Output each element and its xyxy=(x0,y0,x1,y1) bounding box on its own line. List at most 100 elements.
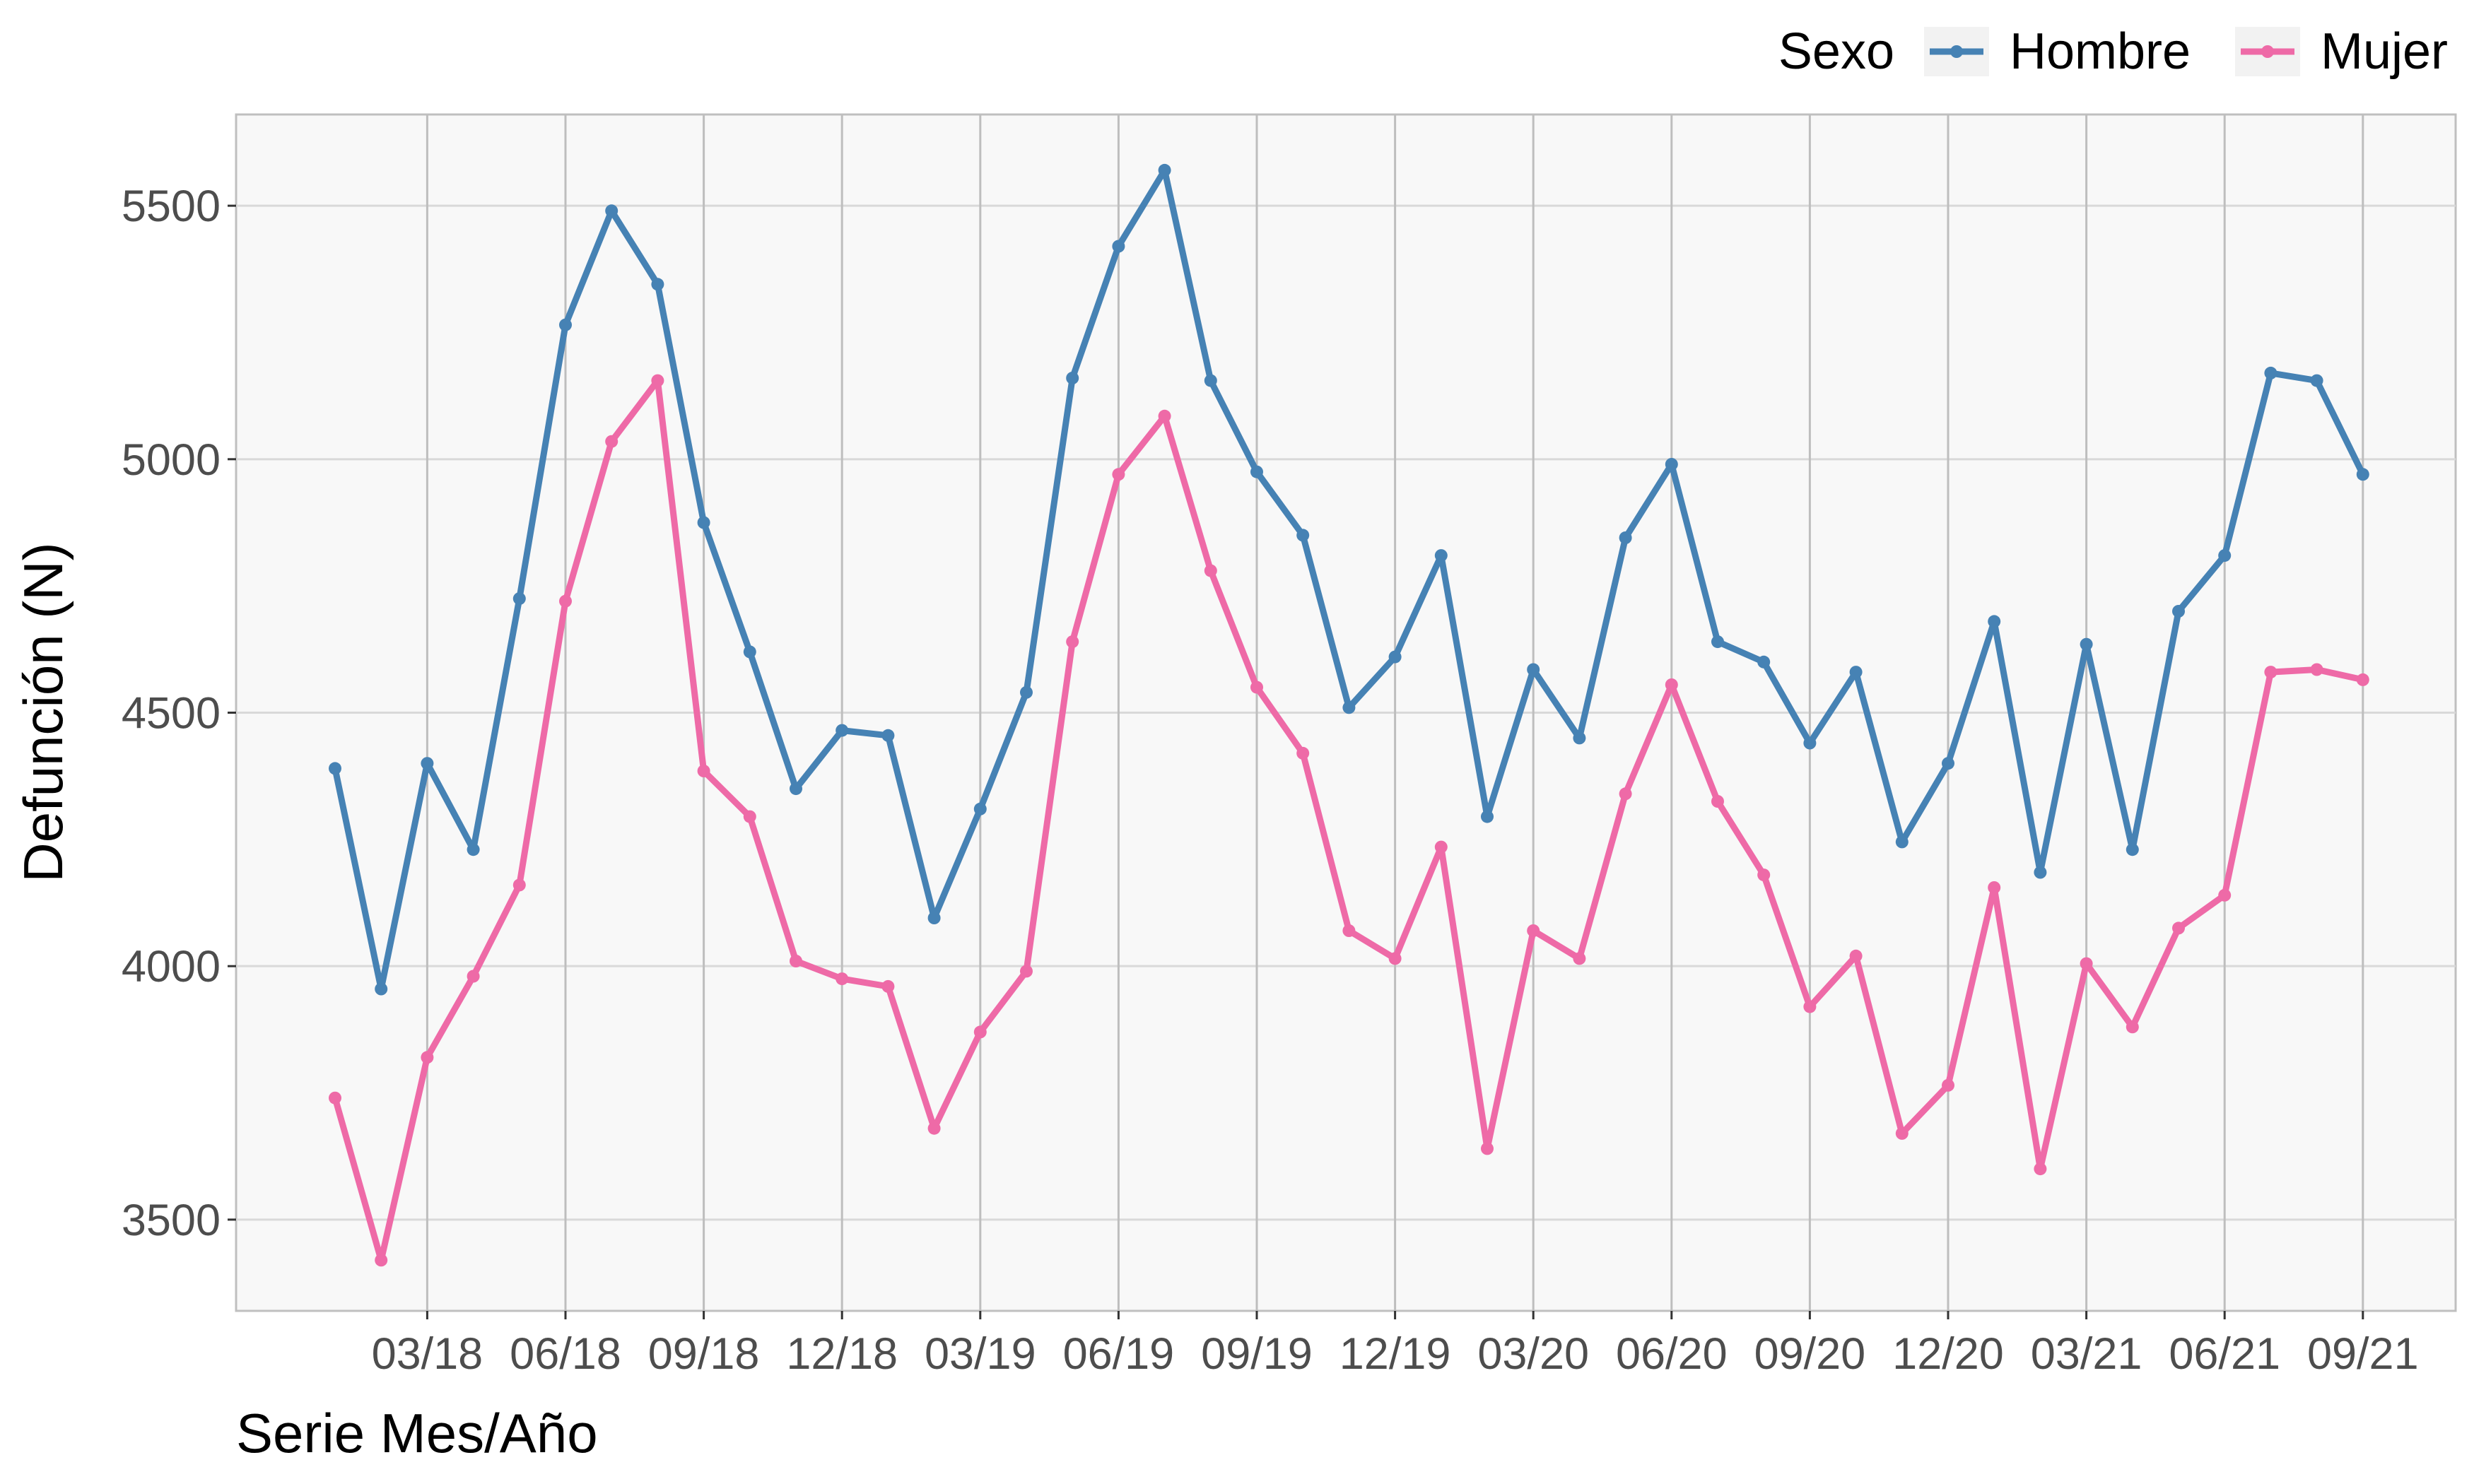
data-point xyxy=(1112,468,1125,481)
series-group xyxy=(329,163,2369,1267)
data-point xyxy=(1527,924,1540,937)
data-point xyxy=(697,765,710,777)
data-point xyxy=(2356,673,2369,686)
x-tick-label: 12/20 xyxy=(1892,1329,2004,1379)
x-tick-label: 09/19 xyxy=(1201,1329,1313,1379)
data-point xyxy=(2310,663,2323,676)
data-point xyxy=(1020,685,1033,699)
x-tick-label: 06/18 xyxy=(510,1329,621,1379)
x-tick-label: 03/18 xyxy=(372,1329,483,1379)
data-point xyxy=(1665,458,1678,471)
data-point xyxy=(743,810,756,823)
data-point xyxy=(2172,605,2185,618)
x-tick-label: 03/21 xyxy=(2031,1329,2142,1379)
data-point xyxy=(1849,666,1863,679)
data-point xyxy=(2264,366,2277,379)
data-point xyxy=(836,724,849,737)
x-tick-label: 12/19 xyxy=(1339,1329,1451,1379)
legend-label: Hombre xyxy=(2010,23,2191,80)
data-point xyxy=(559,318,572,331)
data-point xyxy=(605,435,618,448)
data-point xyxy=(1204,564,1217,577)
data-point xyxy=(329,762,341,775)
y-tick-label: 5000 xyxy=(122,435,221,485)
data-point xyxy=(2218,549,2232,563)
data-point xyxy=(512,878,526,892)
data-point xyxy=(743,645,756,659)
x-tick-label: 12/18 xyxy=(786,1329,898,1379)
data-point xyxy=(1296,529,1310,542)
y-tick-label: 3500 xyxy=(122,1196,221,1245)
legend-title: Sexo xyxy=(1778,23,1894,80)
x-tick-label: 09/20 xyxy=(1754,1329,1866,1379)
data-point xyxy=(1942,757,1954,770)
data-point xyxy=(1296,746,1310,760)
data-point xyxy=(1481,810,1494,823)
data-point xyxy=(651,374,664,387)
data-point xyxy=(1158,163,1171,177)
legend: Sexo Hombre Mujer xyxy=(1778,23,2448,80)
data-point xyxy=(1619,787,1632,801)
data-point xyxy=(1020,965,1033,978)
x-axis-title: Serie Mes/Año xyxy=(236,1402,598,1464)
x-tick-label: 06/19 xyxy=(1063,1329,1175,1379)
data-point xyxy=(973,1025,987,1039)
x-tick-label: 06/20 xyxy=(1616,1329,1728,1379)
data-point xyxy=(375,982,388,996)
data-point xyxy=(1342,924,1356,937)
data-point xyxy=(559,594,572,608)
data-point xyxy=(927,1121,941,1135)
data-point xyxy=(1942,1078,1954,1092)
data-point xyxy=(881,729,895,742)
data-point xyxy=(1573,731,1586,745)
data-point xyxy=(1481,1142,1494,1155)
data-point xyxy=(2080,957,2093,970)
data-point xyxy=(1895,835,1909,849)
data-point xyxy=(1434,549,1448,563)
y-tick-label: 4500 xyxy=(122,689,221,738)
data-point xyxy=(790,782,802,796)
data-point xyxy=(1757,868,1771,882)
data-point xyxy=(1619,531,1632,544)
x-tick-label: 09/21 xyxy=(2307,1329,2419,1379)
data-point xyxy=(375,1254,388,1267)
data-point xyxy=(1895,1126,1909,1140)
data-point xyxy=(1711,635,1724,649)
data-point xyxy=(1573,952,1586,965)
data-point xyxy=(329,1091,341,1105)
data-point xyxy=(2034,866,2047,879)
data-point xyxy=(1066,635,1079,649)
data-point xyxy=(1757,655,1771,669)
data-point xyxy=(421,1051,434,1064)
data-point xyxy=(1204,374,1217,387)
data-point xyxy=(1988,615,2001,628)
data-point xyxy=(1434,840,1448,854)
axes: 3500 4000 4500 5000 5500 03/18 06/18 09/18 12/18… xyxy=(122,182,2419,1379)
data-point xyxy=(2034,1162,2047,1176)
data-point xyxy=(2264,666,2277,679)
legend-items: Hombre Mujer xyxy=(1924,23,2448,80)
data-point xyxy=(2126,843,2139,856)
data-point xyxy=(2218,888,2232,902)
data-point xyxy=(1665,678,1678,691)
data-point xyxy=(512,592,526,606)
data-point xyxy=(651,278,664,291)
data-point xyxy=(881,979,895,993)
series-hombre xyxy=(329,163,2369,996)
data-point xyxy=(605,204,618,218)
grid xyxy=(236,114,2456,1311)
x-tick-label: 03/19 xyxy=(925,1329,1036,1379)
legend-key-point xyxy=(2261,45,2274,58)
legend-key-point xyxy=(1950,45,1963,58)
data-point xyxy=(1988,881,2001,894)
data-point xyxy=(2172,921,2185,935)
x-tick-label: 09/18 xyxy=(648,1329,760,1379)
data-point xyxy=(1112,240,1125,253)
data-point xyxy=(2126,1020,2139,1034)
data-point xyxy=(1388,650,1402,664)
y-tick-label: 5500 xyxy=(122,182,221,231)
series-mujer xyxy=(329,374,2369,1267)
legend-label: Mujer xyxy=(2321,23,2448,80)
